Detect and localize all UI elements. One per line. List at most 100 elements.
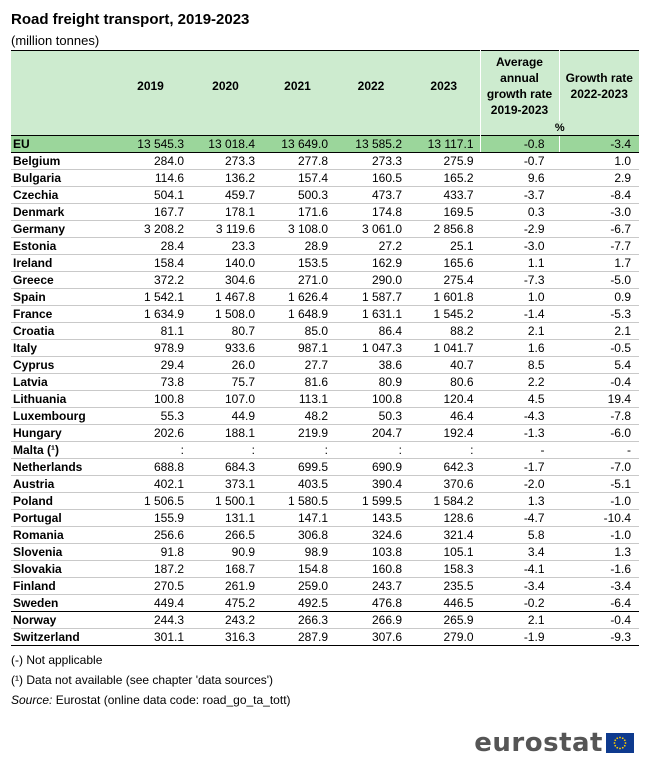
avg-growth-cell: -4.1 bbox=[479, 560, 559, 578]
header-avg-growth: Average annual growth rate 2019-2023 bbox=[479, 50, 559, 121]
country-cell: Estonia bbox=[11, 237, 111, 255]
avg-growth-cell: -2.0 bbox=[479, 475, 559, 493]
value-cell: 1 634.9 bbox=[111, 305, 190, 323]
value-cell: 1 584.2 bbox=[408, 492, 480, 510]
value-cell: 73.8 bbox=[111, 373, 190, 391]
value-cell: 187.2 bbox=[111, 560, 190, 578]
country-cell: Netherlands bbox=[11, 458, 111, 476]
value-cell: 178.1 bbox=[190, 203, 261, 221]
value-cell: 46.4 bbox=[408, 407, 480, 425]
value-cell: 459.7 bbox=[190, 186, 261, 204]
avg-growth-cell: -1.9 bbox=[479, 628, 559, 646]
value-cell: 473.7 bbox=[334, 186, 408, 204]
value-cell: 128.6 bbox=[408, 509, 480, 527]
value-cell: 273.3 bbox=[334, 152, 408, 170]
growth-rate-cell: 1.3 bbox=[558, 543, 639, 561]
avg-growth-cell: -3.4 bbox=[479, 577, 559, 595]
value-cell: 40.7 bbox=[408, 356, 480, 374]
value-cell: 50.3 bbox=[334, 407, 408, 425]
table-row: EU 13 545.3 13 018.4 13 649.0 13 585.2 13 117… bbox=[11, 135, 639, 153]
header-year: 2023 bbox=[408, 50, 480, 121]
growth-rate-cell: 1.0 bbox=[558, 152, 639, 170]
value-cell: 316.3 bbox=[190, 628, 261, 646]
value-cell: 270.5 bbox=[111, 577, 190, 595]
growth-rate-cell: -1.0 bbox=[558, 526, 639, 544]
value-cell: 27.7 bbox=[261, 356, 334, 374]
avg-growth-cell: -3.0 bbox=[479, 237, 559, 255]
value-cell: 147.1 bbox=[261, 509, 334, 527]
value-cell: 28.4 bbox=[111, 237, 190, 255]
avg-growth-cell: -7.3 bbox=[479, 271, 559, 289]
growth-rate-cell: -8.4 bbox=[558, 186, 639, 204]
value-cell: 235.5 bbox=[408, 577, 480, 595]
avg-growth-cell: 9.6 bbox=[479, 169, 559, 187]
growth-rate-cell: -9.3 bbox=[558, 628, 639, 646]
value-cell: 290.0 bbox=[334, 271, 408, 289]
country-cell: Slovakia bbox=[11, 560, 111, 578]
avg-growth-cell: -4.3 bbox=[479, 407, 559, 425]
value-cell: 103.8 bbox=[334, 543, 408, 561]
value-cell: 38.6 bbox=[334, 356, 408, 374]
country-cell: Belgium bbox=[11, 152, 111, 170]
value-cell: 81.6 bbox=[261, 373, 334, 391]
table-row: Luxembourg 55.3 44.9 48.2 50.3 46.4 -4.3 -7.8 bbox=[11, 407, 639, 425]
value-cell: 160.8 bbox=[334, 560, 408, 578]
table-row: Denmark 167.7 178.1 171.6 174.8 169.5 0.3 -3.0 bbox=[11, 203, 639, 221]
growth-rate-cell: -0.4 bbox=[558, 373, 639, 391]
growth-rate-cell: -7.8 bbox=[558, 407, 639, 425]
avg-growth-cell: 3.4 bbox=[479, 543, 559, 561]
value-cell: 243.7 bbox=[334, 577, 408, 595]
value-cell: 475.2 bbox=[190, 594, 261, 612]
country-cell: Latvia bbox=[11, 373, 111, 391]
value-cell: 1 467.8 bbox=[190, 288, 261, 306]
value-cell: 26.0 bbox=[190, 356, 261, 374]
header-year: 2021 bbox=[261, 50, 334, 121]
value-cell: 261.9 bbox=[190, 577, 261, 595]
table-row: Poland 1 506.5 1 500.1 1 580.5 1 599.5 1 584.… bbox=[11, 492, 639, 510]
avg-growth-cell: 8.5 bbox=[479, 356, 559, 374]
freight-table: 2019 2020 2021 2022 2023 Average annual … bbox=[11, 50, 639, 646]
avg-growth-cell: 2.1 bbox=[479, 322, 559, 340]
value-cell: 642.3 bbox=[408, 458, 480, 476]
value-cell: 933.6 bbox=[190, 339, 261, 357]
country-cell: Poland bbox=[11, 492, 111, 510]
value-cell: 3 208.2 bbox=[111, 220, 190, 238]
value-cell: 55.3 bbox=[111, 407, 190, 425]
avg-growth-cell: -0.7 bbox=[479, 152, 559, 170]
value-cell: 80.6 bbox=[408, 373, 480, 391]
value-cell: 202.6 bbox=[111, 424, 190, 442]
source-note: Source: Eurostat (online data code: road… bbox=[11, 690, 291, 710]
value-cell: 174.8 bbox=[334, 203, 408, 221]
value-cell: 277.8 bbox=[261, 152, 334, 170]
flag-star bbox=[613, 742, 616, 744]
country-cell: Romania bbox=[11, 526, 111, 544]
value-cell: 105.1 bbox=[408, 543, 480, 561]
growth-rate-cell: -0.4 bbox=[558, 611, 639, 629]
table-row: Ireland 158.4 140.0 153.5 162.9 165.6 1.1 1.7 bbox=[11, 254, 639, 272]
flag-star bbox=[623, 739, 626, 742]
table-row: Spain 1 542.1 1 467.8 1 626.4 1 587.7 1 601.8… bbox=[11, 288, 639, 306]
value-cell: 279.0 bbox=[408, 628, 480, 646]
avg-growth-cell: 2.2 bbox=[479, 373, 559, 391]
growth-rate-cell: - bbox=[558, 441, 639, 459]
country-cell: Switzerland bbox=[11, 628, 111, 646]
avg-growth-cell: -0.8 bbox=[479, 135, 559, 153]
value-cell: 158.4 bbox=[111, 254, 190, 272]
growth-rate-cell: -5.1 bbox=[558, 475, 639, 493]
value-cell: 3 119.6 bbox=[190, 220, 261, 238]
table-row: Czechia 504.1 459.7 500.3 473.7 433.7 -3.7 -8.4 bbox=[11, 186, 639, 204]
value-cell: 690.9 bbox=[334, 458, 408, 476]
value-cell: 158.3 bbox=[408, 560, 480, 578]
table-row: Italy 978.9 933.6 987.1 1 047.3 1 041.7 1.6 -0.… bbox=[11, 339, 639, 357]
value-cell: 266.5 bbox=[190, 526, 261, 544]
avg-growth-cell: -1.4 bbox=[479, 305, 559, 323]
value-cell: 243.2 bbox=[190, 611, 261, 629]
value-cell: 688.8 bbox=[111, 458, 190, 476]
value-cell: 13 649.0 bbox=[261, 135, 334, 153]
value-cell: 25.1 bbox=[408, 237, 480, 255]
header-country bbox=[11, 50, 111, 121]
value-cell: 1 648.9 bbox=[261, 305, 334, 323]
value-cell: 1 506.5 bbox=[111, 492, 190, 510]
note-not-applicable: (-) Not applicable bbox=[11, 653, 103, 667]
growth-rate-cell: 1.7 bbox=[558, 254, 639, 272]
